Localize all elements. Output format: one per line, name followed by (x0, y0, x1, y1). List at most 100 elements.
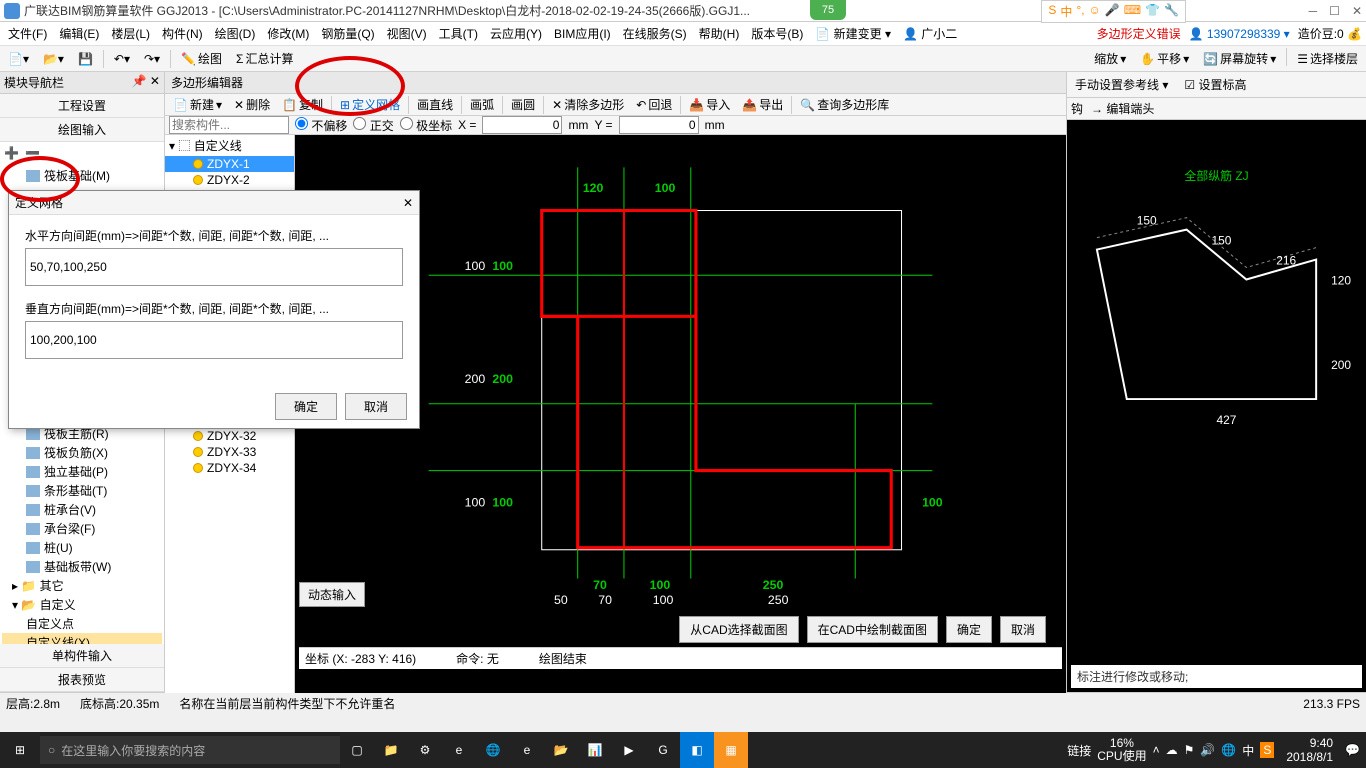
tray-icon[interactable]: ⚑ (1184, 743, 1195, 757)
tree-node[interactable]: 筏板基础(M) (2, 166, 162, 185)
draw-in-cad-button[interactable]: 在CAD中绘制截面图 (807, 616, 938, 643)
tree-node[interactable]: 条形基础(T) (2, 481, 162, 500)
define-grid-button[interactable]: ⊞ 定义网格 (336, 94, 404, 115)
section-draw[interactable]: 绘图输入 (0, 118, 164, 142)
list-item[interactable]: ZDYX-1 (165, 156, 294, 172)
tray-up-icon[interactable]: ˄ (1153, 743, 1160, 757)
select-floor-button[interactable]: ☰ 选择楼层 (1293, 48, 1362, 69)
ime-skin-icon[interactable]: 👕 (1145, 3, 1160, 20)
offset-radio[interactable]: 不偏移 (295, 117, 347, 134)
list-item[interactable]: ZDYX-34 (165, 460, 294, 476)
tree-node[interactable]: 承台梁(F) (2, 519, 162, 538)
copy-button[interactable]: 📋 复制 (278, 94, 327, 115)
menu-help[interactable]: 帮助(H) (695, 23, 744, 44)
vert-input[interactable] (25, 321, 403, 359)
user-button[interactable]: 👤 广小二 (899, 23, 961, 44)
section-preview[interactable]: 全部纵筋 ZJ 150 150 216 120 200 427 标注进行修改或移… (1067, 120, 1366, 692)
menu-component[interactable]: 构件(N) (158, 23, 207, 44)
set-height-button[interactable]: ☑ 设置标高 (1180, 74, 1250, 95)
delete-button[interactable]: ✕ 删除 (230, 94, 274, 115)
notification-icon[interactable]: 💬 (1345, 743, 1360, 757)
taskbar-app-icon[interactable]: ▶ (612, 732, 646, 768)
tray-volume-icon[interactable]: 🔊 (1200, 743, 1215, 757)
scale-button[interactable]: 缩放 ▾ (1090, 48, 1130, 69)
list-item[interactable]: ZDYX-32 (165, 428, 294, 444)
sum-button[interactable]: Σ 汇总计算 (232, 48, 297, 69)
menu-floor[interactable]: 楼层(L) (107, 23, 154, 44)
ime-tool-icon[interactable]: 🔧 (1164, 3, 1179, 20)
new-change-button[interactable]: 📄 新建变更 ▾ (811, 23, 895, 44)
list-item[interactable]: ZDYX-2 (165, 172, 294, 188)
ime-face-icon[interactable]: ☺ (1089, 3, 1101, 20)
ime-punct-icon[interactable]: °, (1076, 3, 1084, 20)
tree-node[interactable]: 独立基础(P) (2, 462, 162, 481)
section-project[interactable]: 工程设置 (0, 94, 164, 118)
menu-draw[interactable]: 绘图(D) (211, 23, 260, 44)
dialog-close-icon[interactable]: ✕ (403, 196, 413, 210)
taskbar-app-icon[interactable]: 📁 (374, 732, 408, 768)
menu-tool[interactable]: 工具(T) (435, 23, 482, 44)
taskbar-app-icon[interactable]: e (442, 732, 476, 768)
list-item[interactable]: ZDYX-33 (165, 444, 294, 460)
import-button[interactable]: 📥 导入 (685, 94, 734, 115)
close-button[interactable]: ✕ (1352, 4, 1362, 18)
export-button[interactable]: 📤 导出 (738, 94, 787, 115)
select-from-cad-button[interactable]: 从CAD选择截面图 (679, 616, 798, 643)
taskbar-app-icon[interactable]: e (510, 732, 544, 768)
redo-icon[interactable]: ↷▾ (140, 50, 164, 68)
ime-mic-icon[interactable]: 🎤 (1105, 3, 1120, 20)
ime-kbd-icon[interactable]: ⌨ (1124, 3, 1141, 20)
hook-button[interactable]: 钩 (1071, 100, 1083, 117)
minimize-button[interactable]: ─ (1309, 4, 1318, 18)
tree-node[interactable]: 桩(U) (2, 538, 162, 557)
x-input[interactable] (482, 116, 562, 134)
undo-polygon-button[interactable]: ↶ 回退 (632, 94, 676, 115)
menu-modify[interactable]: 修改(M) (263, 23, 313, 44)
pan-button[interactable]: ✋ 平移 ▾ (1136, 48, 1193, 69)
dialog-ok-button[interactable]: 确定 (275, 393, 337, 420)
tree-folder[interactable]: ▾ 📂 自定义 (2, 595, 162, 614)
collapse-all-icon[interactable]: ➖ (25, 146, 40, 160)
clear-polygon-button[interactable]: ✕ 清除多边形 (548, 94, 628, 115)
menu-edit[interactable]: 编辑(E) (55, 23, 103, 44)
tree-node[interactable]: 桩承台(V) (2, 500, 162, 519)
taskbar-search[interactable]: ○ 在这里输入你要搜索的内容 (40, 736, 340, 764)
section-report[interactable]: 报表预览 (0, 668, 164, 692)
account-label[interactable]: 👤 13907298339 ▾ (1189, 27, 1290, 41)
ortho-radio[interactable]: 正交 (353, 117, 393, 134)
y-input[interactable] (619, 116, 699, 134)
open-file-icon[interactable]: 📂▾ (39, 50, 68, 68)
tree-node[interactable]: 筏板负筋(X) (2, 443, 162, 462)
tray-sogou-icon[interactable]: S (1260, 742, 1274, 758)
taskbar-app-icon[interactable]: 🌐 (476, 732, 510, 768)
ime-lang[interactable]: 中 (1060, 3, 1072, 20)
draw-arc-button[interactable]: 画弧 (466, 94, 498, 115)
start-button[interactable]: ⊞ (0, 732, 40, 768)
menu-bim[interactable]: BIM应用(I) (550, 23, 615, 44)
dialog-cancel-button[interactable]: 取消 (345, 393, 407, 420)
query-button[interactable]: 🔍 查询多边形库 (796, 94, 893, 115)
edit-end-button[interactable]: → 编辑端头 (1091, 100, 1154, 117)
taskview-icon[interactable]: ▢ (340, 732, 374, 768)
ref-line-button[interactable]: 手动设置参考线 ▾ (1071, 74, 1172, 95)
menu-file[interactable]: 文件(F) (4, 23, 51, 44)
rotate-button[interactable]: 🔄 屏幕旋转 ▾ (1199, 48, 1280, 69)
tree-node-selected[interactable]: 自定义线(X) (2, 633, 162, 644)
save-icon[interactable]: 💾 (74, 50, 97, 68)
maximize-button[interactable]: ☐ (1329, 4, 1340, 18)
tray-network-icon[interactable]: 🌐 (1221, 743, 1236, 757)
taskbar-app-icon[interactable]: 📂 (544, 732, 578, 768)
list-root[interactable]: ▾ ⬚ 自定义线 (165, 135, 294, 156)
undo-icon[interactable]: ↶▾ (110, 50, 134, 68)
tray-ime-icon[interactable]: 中 (1242, 742, 1254, 759)
section-single[interactable]: 单构件输入 (0, 644, 164, 668)
taskbar-app-icon[interactable]: ▦ (714, 732, 748, 768)
draw-button[interactable]: ✏️ 绘图 (177, 48, 226, 69)
menu-cloud[interactable]: 云应用(Y) (486, 23, 546, 44)
tree-folder[interactable]: ▸ 📁 其它 (2, 576, 162, 595)
tree-node[interactable]: 自定义点 (2, 614, 162, 633)
draw-circle-button[interactable]: 画圆 (507, 94, 539, 115)
windows-taskbar[interactable]: ⊞ ○ 在这里输入你要搜索的内容 ▢ 📁 ⚙ e 🌐 e 📂 📊 ▶ G ◧ ▦… (0, 732, 1366, 768)
new-button[interactable]: 📄 新建 ▾ (169, 94, 226, 115)
expand-all-icon[interactable]: ➕ (4, 146, 19, 160)
